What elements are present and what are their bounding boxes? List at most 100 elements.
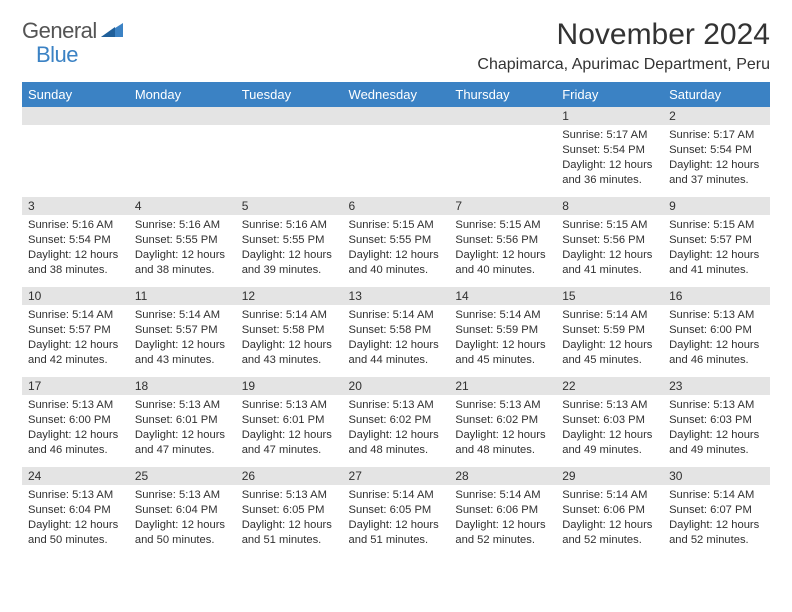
- daylight-text-1: Daylight: 12 hours: [669, 248, 764, 263]
- sunrise-text: Sunrise: 5:13 AM: [455, 398, 550, 413]
- sunset-text: Sunset: 5:56 PM: [562, 233, 657, 248]
- day-number-cell: 3: [22, 197, 129, 215]
- daylight-text-1: Daylight: 12 hours: [28, 518, 123, 533]
- day-detail-cell: Sunrise: 5:13 AMSunset: 6:01 PMDaylight:…: [129, 395, 236, 467]
- daylight-text-2: and 49 minutes.: [562, 443, 657, 458]
- day-number-cell: 12: [236, 287, 343, 305]
- sunrise-text: Sunrise: 5:14 AM: [562, 488, 657, 503]
- day-number-cell: 18: [129, 377, 236, 395]
- day-number-cell: 23: [663, 377, 770, 395]
- day-number-cell: [129, 107, 236, 125]
- daylight-text-2: and 42 minutes.: [28, 353, 123, 368]
- day-detail-cell: Sunrise: 5:16 AMSunset: 5:54 PMDaylight:…: [22, 215, 129, 287]
- daylight-text-1: Daylight: 12 hours: [242, 248, 337, 263]
- sunrise-text: Sunrise: 5:16 AM: [242, 218, 337, 233]
- sunset-text: Sunset: 6:00 PM: [28, 413, 123, 428]
- daynum-row: 10111213141516: [22, 287, 770, 305]
- daynum-row: 24252627282930: [22, 467, 770, 485]
- daylight-text-1: Daylight: 12 hours: [242, 428, 337, 443]
- daylight-text-1: Daylight: 12 hours: [135, 248, 230, 263]
- day-number-cell: [22, 107, 129, 125]
- day-number-cell: 21: [449, 377, 556, 395]
- sunset-text: Sunset: 5:54 PM: [28, 233, 123, 248]
- day-number-cell: 10: [22, 287, 129, 305]
- sunrise-text: Sunrise: 5:14 AM: [349, 488, 444, 503]
- detail-row: Sunrise: 5:17 AMSunset: 5:54 PMDaylight:…: [22, 125, 770, 197]
- daylight-text-1: Daylight: 12 hours: [28, 428, 123, 443]
- daylight-text-2: and 40 minutes.: [349, 263, 444, 278]
- day-number-cell: 16: [663, 287, 770, 305]
- daynum-row: 3456789: [22, 197, 770, 215]
- day-number-cell: 9: [663, 197, 770, 215]
- daylight-text-2: and 44 minutes.: [349, 353, 444, 368]
- daylight-text-2: and 47 minutes.: [135, 443, 230, 458]
- daylight-text-2: and 49 minutes.: [669, 443, 764, 458]
- day-detail-cell: [22, 125, 129, 197]
- daylight-text-1: Daylight: 12 hours: [349, 338, 444, 353]
- sunrise-text: Sunrise: 5:15 AM: [669, 218, 764, 233]
- day-number-cell: 5: [236, 197, 343, 215]
- sunset-text: Sunset: 5:54 PM: [562, 143, 657, 158]
- day-number-cell: 6: [343, 197, 450, 215]
- sunrise-text: Sunrise: 5:14 AM: [135, 308, 230, 323]
- weekday-header: Wednesday: [343, 82, 450, 107]
- sunrise-text: Sunrise: 5:13 AM: [349, 398, 444, 413]
- daylight-text-1: Daylight: 12 hours: [135, 518, 230, 533]
- day-detail-cell: Sunrise: 5:14 AMSunset: 5:58 PMDaylight:…: [343, 305, 450, 377]
- daylight-text-2: and 46 minutes.: [669, 353, 764, 368]
- sunrise-text: Sunrise: 5:13 AM: [135, 488, 230, 503]
- daylight-text-2: and 52 minutes.: [669, 533, 764, 548]
- daylight-text-1: Daylight: 12 hours: [349, 518, 444, 533]
- day-detail-cell: Sunrise: 5:17 AMSunset: 5:54 PMDaylight:…: [663, 125, 770, 197]
- day-detail-cell: Sunrise: 5:13 AMSunset: 6:03 PMDaylight:…: [663, 395, 770, 467]
- sunrise-text: Sunrise: 5:14 AM: [562, 308, 657, 323]
- daylight-text-1: Daylight: 12 hours: [669, 518, 764, 533]
- daylight-text-1: Daylight: 12 hours: [242, 338, 337, 353]
- calendar-table: Sunday Monday Tuesday Wednesday Thursday…: [22, 82, 770, 557]
- day-number-cell: 20: [343, 377, 450, 395]
- sunset-text: Sunset: 5:55 PM: [349, 233, 444, 248]
- day-number-cell: 13: [343, 287, 450, 305]
- daylight-text-2: and 48 minutes.: [455, 443, 550, 458]
- daylight-text-2: and 38 minutes.: [28, 263, 123, 278]
- day-number-cell: 11: [129, 287, 236, 305]
- daylight-text-2: and 52 minutes.: [455, 533, 550, 548]
- day-number-cell: 26: [236, 467, 343, 485]
- day-detail-cell: [129, 125, 236, 197]
- daylight-text-1: Daylight: 12 hours: [28, 338, 123, 353]
- sunrise-text: Sunrise: 5:14 AM: [455, 308, 550, 323]
- sunrise-text: Sunrise: 5:14 AM: [455, 488, 550, 503]
- day-detail-cell: Sunrise: 5:14 AMSunset: 5:57 PMDaylight:…: [129, 305, 236, 377]
- sunrise-text: Sunrise: 5:14 AM: [669, 488, 764, 503]
- day-number-cell: 8: [556, 197, 663, 215]
- daylight-text-1: Daylight: 12 hours: [669, 338, 764, 353]
- sunrise-text: Sunrise: 5:13 AM: [562, 398, 657, 413]
- sunrise-text: Sunrise: 5:15 AM: [455, 218, 550, 233]
- daylight-text-1: Daylight: 12 hours: [242, 518, 337, 533]
- day-number-cell: [343, 107, 450, 125]
- sunset-text: Sunset: 6:01 PM: [135, 413, 230, 428]
- month-title: November 2024: [477, 18, 770, 52]
- logo-text-general: General: [22, 18, 97, 44]
- weekday-header-row: Sunday Monday Tuesday Wednesday Thursday…: [22, 82, 770, 107]
- day-number-cell: 1: [556, 107, 663, 125]
- detail-row: Sunrise: 5:14 AMSunset: 5:57 PMDaylight:…: [22, 305, 770, 377]
- daylight-text-1: Daylight: 12 hours: [562, 518, 657, 533]
- sunrise-text: Sunrise: 5:13 AM: [242, 488, 337, 503]
- sunrise-text: Sunrise: 5:15 AM: [562, 218, 657, 233]
- sunrise-text: Sunrise: 5:13 AM: [669, 308, 764, 323]
- sunrise-text: Sunrise: 5:15 AM: [349, 218, 444, 233]
- day-detail-cell: Sunrise: 5:13 AMSunset: 6:03 PMDaylight:…: [556, 395, 663, 467]
- sunset-text: Sunset: 5:58 PM: [242, 323, 337, 338]
- sunset-text: Sunset: 5:58 PM: [349, 323, 444, 338]
- daylight-text-2: and 43 minutes.: [135, 353, 230, 368]
- day-detail-cell: Sunrise: 5:13 AMSunset: 6:02 PMDaylight:…: [449, 395, 556, 467]
- daylight-text-2: and 38 minutes.: [135, 263, 230, 278]
- daylight-text-1: Daylight: 12 hours: [455, 428, 550, 443]
- day-number-cell: 25: [129, 467, 236, 485]
- sunset-text: Sunset: 6:06 PM: [562, 503, 657, 518]
- logo: General: [22, 18, 125, 44]
- daylight-text-2: and 45 minutes.: [562, 353, 657, 368]
- sunset-text: Sunset: 5:55 PM: [242, 233, 337, 248]
- day-detail-cell: Sunrise: 5:13 AMSunset: 6:00 PMDaylight:…: [663, 305, 770, 377]
